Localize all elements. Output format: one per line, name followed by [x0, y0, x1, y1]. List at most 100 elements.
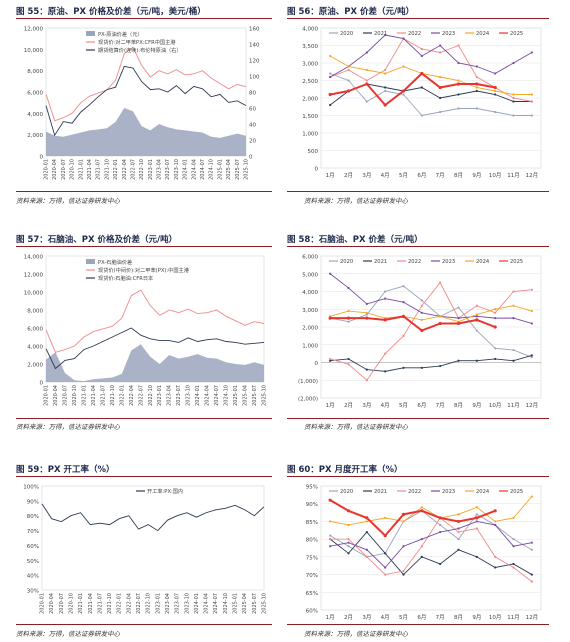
x-tick-label: 11月 [507, 402, 520, 409]
data-point [329, 75, 332, 79]
x-tick-label: 11月 [507, 172, 520, 179]
x-tick-label: 7月 [436, 402, 445, 409]
data-point [401, 89, 406, 93]
data-point [439, 110, 442, 114]
data-point [402, 285, 405, 288]
data-point [347, 286, 350, 290]
data-point [383, 534, 387, 538]
y-tick-label: 60% [27, 544, 39, 550]
data-point [420, 114, 423, 117]
panel-56: 图 56：原油、PX 价差（元/吨） 0 500 1,000 1,500 2,000 2,… [287, 0, 549, 205]
y2-tick-label: 100 [249, 75, 260, 81]
y2-tick-label: 160 [249, 27, 260, 33]
data-point [475, 527, 478, 530]
data-point [420, 538, 423, 541]
data-point [475, 75, 478, 79]
x-tick-label: 2023-04 [165, 593, 171, 614]
series-line [330, 517, 533, 583]
data-point [512, 562, 515, 566]
data-point [328, 498, 332, 502]
x-tick-label: 2024-04 [205, 385, 211, 406]
source-note: 资料来源：万得，信达证券研发中心 [16, 423, 120, 431]
x-tick-label: 6月 [417, 402, 426, 409]
y-tick-label: 4,000 [27, 345, 43, 351]
data-point [457, 44, 460, 47]
legend-label: 2021 [374, 31, 387, 37]
x-tick-label: 2020-10 [68, 593, 74, 614]
y-tick-label: 30% [27, 589, 39, 595]
data-point [365, 316, 369, 320]
data-point [365, 51, 368, 54]
y-tick-label: 2,000 [302, 97, 318, 103]
x-tick-label: 2021-10 [104, 159, 110, 180]
x-tick-label: 2024-01 [194, 593, 200, 614]
x-tick-label: 2月 [344, 172, 353, 179]
x-tick-label: 3月 [362, 172, 371, 179]
data-point [420, 299, 423, 302]
data-point [384, 352, 387, 355]
data-point [384, 68, 387, 72]
x-tick-label: 8月 [454, 172, 463, 179]
x-tick-label: 2025-07 [235, 159, 241, 180]
y-tick-label: 50% [27, 559, 39, 565]
source-divider [16, 624, 272, 625]
series-line [330, 285, 532, 358]
data-point [530, 356, 533, 359]
x-tick-label: 2020-01 [44, 159, 50, 180]
data-point [457, 359, 460, 362]
x-tick-label: 2021-07 [100, 385, 106, 406]
data-point [420, 311, 423, 314]
y-tick-label: 75% [306, 555, 318, 561]
x-tick-label: 2022-10 [148, 385, 154, 406]
y-tick-label: 2,000 [302, 326, 318, 332]
series-line [329, 34, 533, 78]
legend-label: 2023 [442, 489, 455, 495]
x-tick-label: 2022-10 [146, 593, 152, 614]
y2-tick-label: 0 [249, 155, 253, 161]
data-point [365, 555, 368, 558]
data-point [530, 100, 533, 103]
data-point [475, 304, 478, 307]
series-area [46, 108, 246, 156]
data-point [365, 520, 368, 523]
y-tick-label: 4,000 [27, 112, 43, 118]
x-tick-label: 2020-10 [72, 385, 78, 406]
data-point [384, 370, 387, 373]
data-point [402, 334, 405, 337]
data-point [457, 513, 460, 516]
y-tick-label: 3,000 [302, 308, 318, 314]
data-point [493, 509, 497, 513]
x-tick-label: 2022-07 [136, 593, 142, 614]
x-tick-label: 2022-04 [126, 593, 132, 614]
x-tick-label: 2022-01 [117, 593, 123, 614]
y-tick-label: 0 [315, 167, 319, 173]
series-line [330, 305, 532, 323]
data-point [420, 366, 423, 369]
panel-58: 图 58：石脑油、PX 价差（元/吨） (2,000) (1,000) 0 1,000… [287, 230, 549, 435]
y-tick-label: 14,000 [24, 255, 44, 261]
x-tick-label: 2023-07 [165, 159, 171, 180]
x-tick-label: 2月 [344, 614, 353, 621]
x-tick-label: 2023-01 [155, 593, 161, 614]
chart-55: 0 2,000 4,000 6,000 8,000 10,000 12,000 0 20 40 60… [24, 27, 260, 180]
series-line [329, 531, 533, 576]
data-point [494, 357, 497, 361]
data-point [512, 290, 515, 293]
x-tick-label: 2021-04 [87, 159, 93, 180]
data-point [494, 110, 497, 114]
data-point [457, 306, 460, 309]
data-point [365, 311, 368, 314]
x-tick-label: 2022-04 [129, 385, 135, 406]
data-point [494, 311, 497, 314]
x-tick-label: 2020-07 [59, 593, 65, 614]
data-point [494, 93, 497, 96]
data-point [475, 318, 479, 322]
title-divider [287, 18, 549, 19]
x-tick-label: 7月 [436, 614, 445, 621]
series-line [330, 73, 532, 116]
x-tick-label: 2021-04 [88, 593, 94, 614]
x-tick-label: 2月 [344, 402, 353, 409]
data-point [420, 71, 424, 76]
data-point [347, 552, 350, 555]
data-point [475, 329, 478, 332]
